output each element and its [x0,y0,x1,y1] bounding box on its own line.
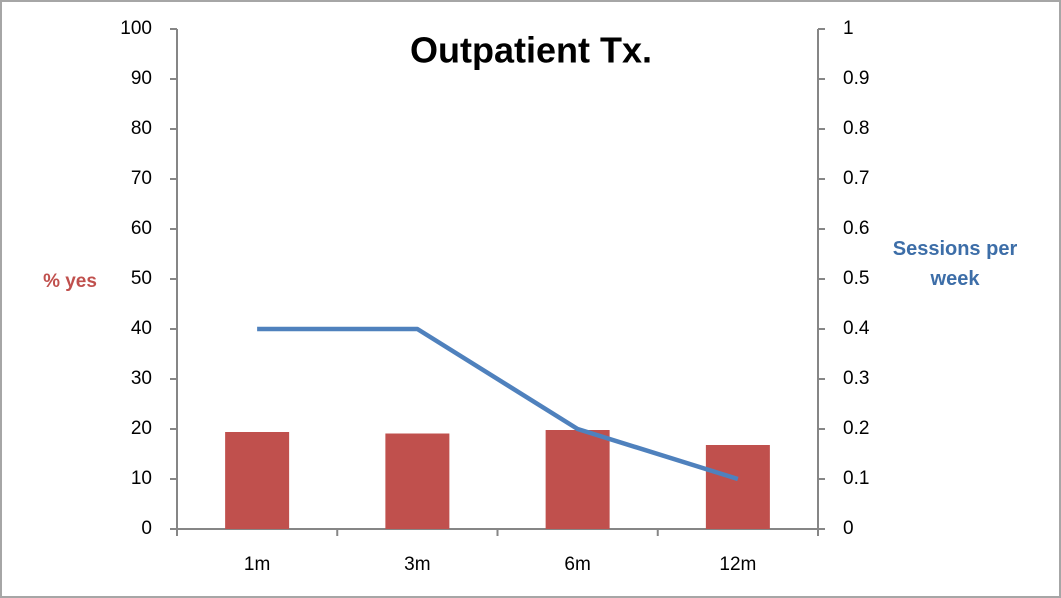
y-tick-label: 60 [131,218,152,239]
x-tick-label: 3m [404,554,430,575]
y-tick-label: 90 [131,68,152,89]
x-tick-label: 1m [244,554,270,575]
y-tick-label: 70 [131,168,152,189]
y-tick-label: 30 [131,368,152,389]
y-tick-label: 10 [131,468,152,489]
y2-tick-label: 0.5 [843,268,869,289]
y2-tick-label: 0.2 [843,418,869,439]
line [257,326,739,482]
bar [545,430,610,529]
bar [385,433,450,529]
y2-tick-label: 1 [843,18,854,39]
y2-tick-label: 0.9 [843,68,869,89]
y-tick-label: 100 [120,18,152,39]
x-tick-label: 12m [719,554,756,575]
bar [225,432,290,529]
y2-axis-label: Sessions per week [892,238,1018,290]
y2-tick-label: 0.7 [843,168,869,189]
y-axis-label: % yes [43,271,97,292]
y2-tick-label: 0.8 [843,118,869,139]
bar [705,445,770,529]
chart-title: Outpatient Tx. [410,30,652,71]
y-tick-label: 20 [131,418,152,439]
y-tick-label: 40 [131,318,152,339]
y-tick-label: 0 [141,518,152,539]
y2-tick-label: 0.1 [843,468,869,489]
x-tick-label: 6m [564,554,590,575]
y2-tick-label: 0.6 [843,218,869,239]
y2-tick-label: 0.4 [843,318,870,339]
y2-tick-label: 0.3 [843,368,869,389]
y2-tick-label: 0 [843,518,854,539]
y-tick-label: 80 [131,118,152,139]
y-tick-label: 50 [131,268,152,289]
